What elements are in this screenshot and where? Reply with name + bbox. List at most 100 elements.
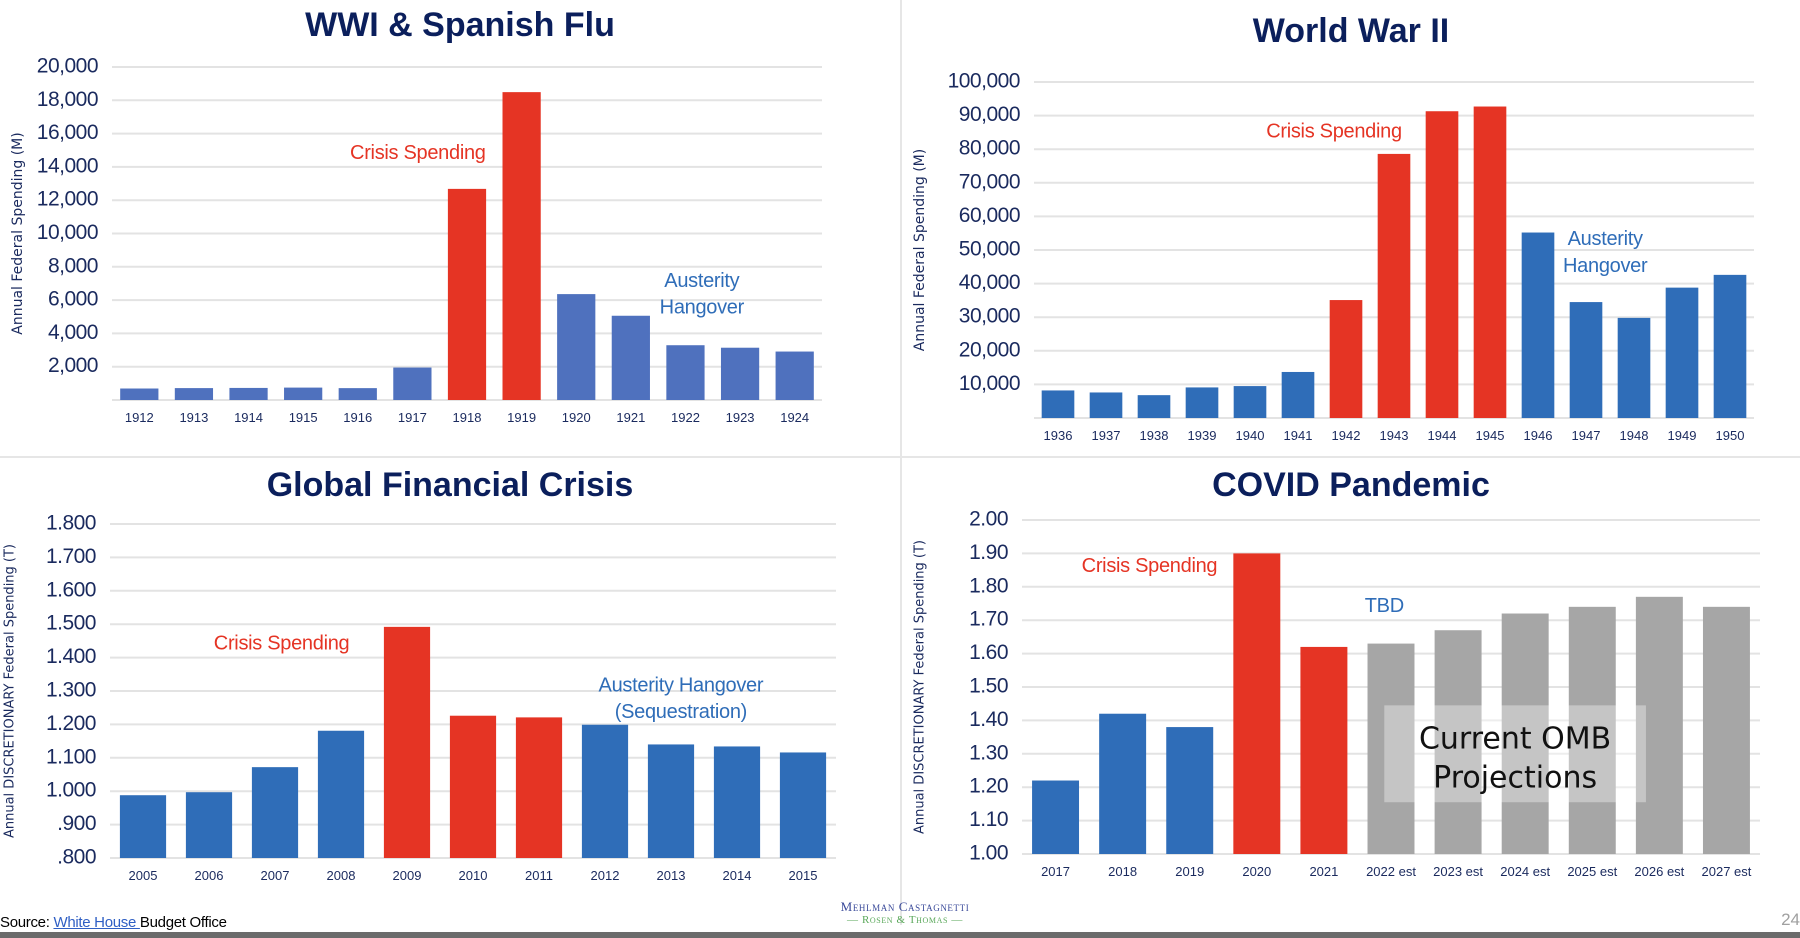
x-tick-label: 1936: [1044, 428, 1073, 443]
y-tick-label: 18,000: [37, 88, 98, 111]
bar-2021: [1300, 646, 1348, 854]
x-tick-label: 1917: [398, 410, 427, 425]
quadrant-divider-horizontal: [0, 456, 1800, 458]
bar-1937: [1089, 392, 1123, 418]
x-tick-label: 2021: [1309, 864, 1338, 879]
y-tick-label: 1.10: [969, 808, 1008, 831]
x-tick-label: 2015: [789, 868, 818, 883]
y-tick-label: 70,000: [959, 170, 1020, 193]
y-tick-label: 60,000: [959, 204, 1020, 227]
bar-1920: [557, 294, 596, 400]
x-tick-label: 1916: [343, 410, 372, 425]
annotation-text: Crisis Spending: [350, 142, 486, 164]
x-tick-label: 1943: [1380, 428, 1409, 443]
bar-2024-est: [1501, 613, 1549, 854]
bar-2006: [185, 792, 233, 858]
firm-logo: Mehlman Castagnetti — Rosen & Thomas —: [820, 900, 990, 927]
x-tick-label: 1942: [1332, 428, 1361, 443]
chart-title: COVID Pandemic: [1212, 466, 1490, 504]
y-tick-label: 4,000: [48, 321, 98, 344]
chart-title: WWI & Spanish Flu: [305, 6, 615, 44]
bar-1917: [393, 367, 432, 400]
bar-2020: [1233, 553, 1281, 854]
y-tick-label: 80,000: [959, 137, 1020, 160]
y-tick-label: 1.70: [969, 608, 1008, 631]
bar-1922: [666, 345, 705, 400]
x-tick-label: 1919: [507, 410, 536, 425]
y-tick-label: 1.500: [46, 612, 96, 635]
x-tick-label: 2012: [591, 868, 620, 883]
y-tick-label: 12,000: [37, 188, 98, 211]
bar-1914: [229, 387, 268, 400]
annotation-text: Austerity: [664, 270, 739, 292]
bar-2014: [713, 746, 761, 858]
bar-1949: [1665, 287, 1699, 418]
x-tick-label: 1948: [1620, 428, 1649, 443]
chart-title: World War II: [1253, 12, 1449, 50]
y-tick-label: 10,000: [37, 221, 98, 244]
x-tick-label: 2009: [393, 868, 422, 883]
bar-2025-est: [1568, 606, 1616, 854]
annotation-text: Crisis Spending: [1266, 121, 1402, 143]
x-tick-label: 1949: [1668, 428, 1697, 443]
bar-1947: [1569, 302, 1603, 418]
y-tick-label: 100,000: [948, 70, 1020, 93]
y-tick-label: 10,000: [959, 372, 1020, 395]
x-tick-label: 1914: [234, 410, 263, 425]
bar-1915: [284, 387, 323, 400]
bar-2022-est: [1367, 643, 1415, 854]
x-tick-label: 2027 est: [1702, 864, 1752, 879]
x-tick-label: 1913: [179, 410, 208, 425]
bar-1940: [1233, 386, 1267, 418]
annotation-text: Austerity Hangover: [599, 674, 764, 696]
chart-svg-wwi: WWI & Spanish Flu Annual Federal Spending…: [10, 6, 822, 425]
x-tick-label: 1922: [671, 410, 700, 425]
x-tick-label: 1940: [1236, 428, 1265, 443]
y-tick-label: 1.200: [46, 712, 96, 735]
bar-1941: [1281, 371, 1315, 418]
x-tick-label: 1937: [1092, 428, 1121, 443]
y-tick-label: 16,000: [37, 121, 98, 144]
x-tick-label: 2026 est: [1634, 864, 1684, 879]
x-tick-label: 1946: [1524, 428, 1553, 443]
chart-svg-wwii: World War II Annual Federal Spending (M) 1…: [912, 12, 1754, 443]
y-tick-label: 40,000: [959, 271, 1020, 294]
bar-2018: [1099, 713, 1147, 854]
x-tick-label: 2019: [1175, 864, 1204, 879]
bar-1938: [1137, 395, 1171, 418]
chart-world-war-ii: World War II Annual Federal Spending (M) 1…: [902, 0, 1800, 456]
bar-2005: [119, 795, 167, 858]
y-tick-label: .900: [57, 812, 96, 835]
bar-1918: [447, 188, 487, 400]
annotation-text: (Sequestration): [615, 701, 747, 723]
quadrant-divider-vertical: [900, 0, 902, 925]
bar-1944: [1425, 111, 1459, 419]
y-tick-label: 1.50: [969, 675, 1008, 698]
x-tick-label: 1915: [289, 410, 318, 425]
bar-2019: [1166, 727, 1214, 854]
annotation-text: Crisis Spending: [214, 633, 350, 655]
y-tick-label: 30,000: [959, 305, 1020, 328]
bar-2027-est: [1702, 606, 1750, 854]
chart-global-financial-crisis: Global Financial Crisis Annual DISCRETION…: [0, 458, 900, 898]
y-tick-label: 1.700: [46, 545, 96, 568]
y-axis-label: Annual Federal Spending (M): [912, 149, 928, 351]
x-tick-label: 2011: [525, 868, 553, 883]
white-house-link[interactable]: White House: [53, 914, 140, 931]
bar-2007: [251, 767, 299, 858]
x-tick-label: 1920: [562, 410, 591, 425]
x-tick-label: 1938: [1140, 428, 1169, 443]
bar-2026-est: [1635, 596, 1683, 854]
annotation-text: Crisis Spending: [1082, 555, 1218, 577]
x-tick-label: 1950: [1716, 428, 1745, 443]
annotation-text: TBD: [1365, 595, 1404, 617]
y-tick-label: 1.60: [969, 641, 1008, 664]
y-tick-label: 1.300: [46, 679, 96, 702]
x-tick-label: 2007: [261, 868, 290, 883]
x-tick-label: 2024 est: [1500, 864, 1550, 879]
bar-1916: [338, 388, 377, 400]
annotation-text: Hangover: [660, 297, 745, 319]
x-tick-label: 2020: [1242, 864, 1271, 879]
x-tick-label: 1947: [1572, 428, 1601, 443]
y-tick-label: 14,000: [37, 154, 98, 177]
